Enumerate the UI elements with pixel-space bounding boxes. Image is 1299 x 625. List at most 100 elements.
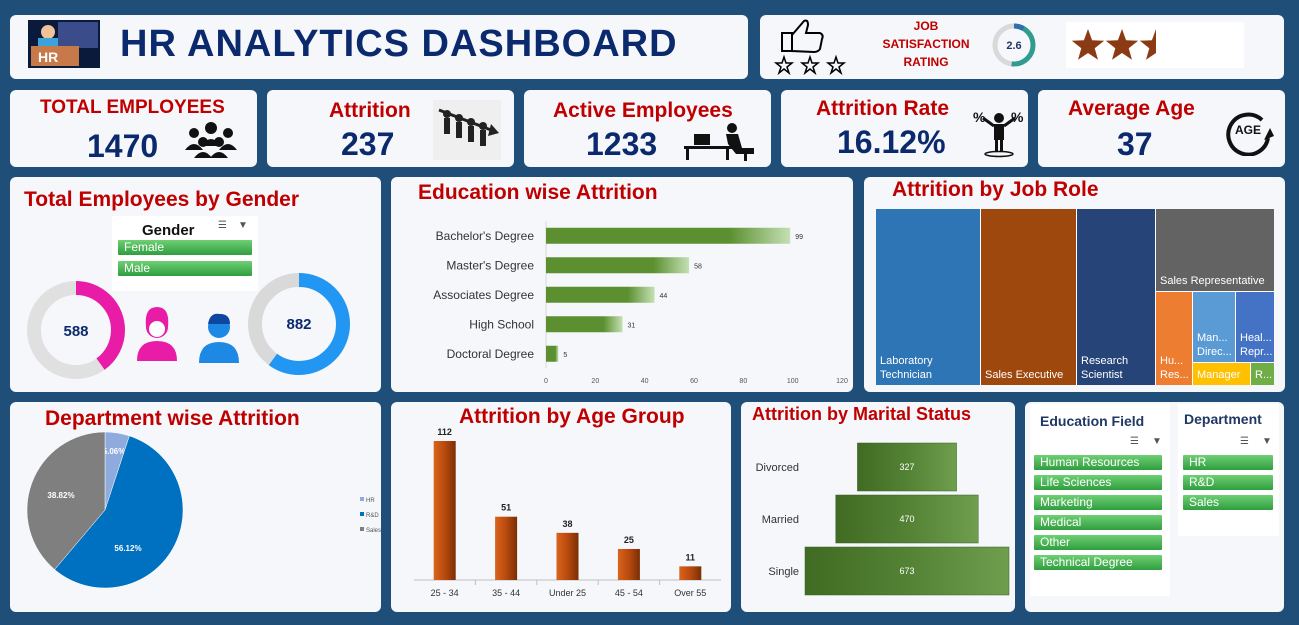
legend-label: R&D bbox=[366, 513, 379, 519]
kpi-attrition-rate-value: 16.12% bbox=[837, 124, 946, 160]
education-field-slicer-item-life-sciences[interactable]: Life Sciences bbox=[1034, 475, 1162, 490]
marital-panel: Attrition by Marital Status 327 Divorced 4… bbox=[741, 402, 1015, 612]
people-group-icon bbox=[185, 122, 237, 158]
clear-filter-icon[interactable]: ▼ bbox=[1262, 436, 1272, 447]
education-category-label: Associates Degree bbox=[433, 288, 534, 302]
job-satisfaction-gauge: 2.6 bbox=[992, 23, 1036, 67]
clear-filter-icon[interactable]: ▼ bbox=[238, 220, 248, 231]
department-slicer-item-sales[interactable]: Sales bbox=[1183, 495, 1273, 510]
treemap-healthcare-representative: Heal... Repr... bbox=[1236, 292, 1274, 362]
age-category-label: Under 25 bbox=[549, 588, 586, 598]
education-field-slicer-item-technical-degree[interactable]: Technical Degree bbox=[1034, 555, 1162, 570]
multi-select-icon[interactable]: ☰ bbox=[1240, 436, 1249, 447]
education-bar-chart: Bachelor's Degree 99 Master's Degree 58 Asso… bbox=[433, 221, 848, 385]
kpi-total-employees-value: 1470 bbox=[87, 128, 159, 164]
pie-value-label: 5.06% bbox=[103, 447, 126, 456]
svg-text:AGE: AGE bbox=[1235, 123, 1261, 137]
education-category-label: Doctoral Degree bbox=[447, 347, 535, 361]
treemap-human-resources: Hu... Res... bbox=[1156, 292, 1192, 385]
age-group-bar-chart: 112 25 - 34 51 35 - 44 38 Under 25 25 45 - 54 11… bbox=[414, 427, 721, 598]
female-count: 588 bbox=[63, 323, 88, 340]
department-slicer-item-hr[interactable]: HR bbox=[1183, 455, 1273, 470]
age-value-label: 11 bbox=[686, 552, 696, 562]
star-rating bbox=[1066, 22, 1244, 68]
kpi-average-age: Average Age 37 AGE bbox=[1038, 90, 1285, 167]
education-x-tick: 0 bbox=[544, 378, 548, 385]
education-bar bbox=[546, 227, 791, 244]
people-leaving-icon bbox=[433, 100, 501, 160]
marital-funnel-chart: 327 Divorced 470 Married 673 Single bbox=[756, 442, 1010, 596]
gender-slicer-header: Gender bbox=[142, 222, 195, 239]
age-bar bbox=[617, 548, 640, 580]
gender-chart-title: Total Employees by Gender bbox=[24, 188, 300, 211]
legend-swatch bbox=[360, 527, 364, 531]
clear-filter-icon[interactable]: ▼ bbox=[1152, 436, 1162, 447]
age-value-label: 25 bbox=[624, 535, 634, 545]
education-bar bbox=[546, 316, 623, 333]
kpi-attrition-rate-label: Attrition Rate bbox=[816, 97, 949, 120]
job-satisfaction-panel: JOB SATISFACTION RATING 2.6 bbox=[760, 15, 1284, 79]
kpi-attrition-rate: Attrition Rate 16.12% % % bbox=[781, 90, 1028, 167]
age-bar bbox=[679, 566, 702, 580]
legend-swatch bbox=[360, 512, 364, 516]
department-slicer: Department ☰ ▼ HR R&D Sales bbox=[1178, 404, 1279, 536]
job-satisfaction-value: 2.6 bbox=[1006, 40, 1021, 52]
treemap-research-scientist: Research Scientist bbox=[1077, 209, 1155, 385]
multi-select-icon[interactable]: ☰ bbox=[1130, 436, 1139, 447]
star-icon bbox=[1105, 29, 1139, 60]
female-donut-arc bbox=[27, 281, 125, 379]
svg-text:%: % bbox=[1011, 109, 1024, 125]
age-category-label: Over 55 bbox=[674, 588, 706, 598]
education-x-tick: 80 bbox=[739, 378, 747, 385]
education-field-slicer-item-human-resources[interactable]: Human Resources bbox=[1034, 455, 1162, 470]
age-value-label: 51 bbox=[501, 503, 511, 513]
education-value-label: 5 bbox=[563, 352, 567, 359]
education-x-tick: 40 bbox=[641, 378, 649, 385]
gender-slicer-female[interactable]: Female bbox=[118, 240, 252, 255]
svg-text:%: % bbox=[973, 109, 986, 125]
education-x-tick: 60 bbox=[690, 378, 698, 385]
department-pie-chart: 5.06% 56.12% 38.82% HR R&D Sales bbox=[26, 431, 381, 589]
gender-slicer: Gender ☰ ▼ Female Male bbox=[112, 216, 258, 291]
funnel-bar bbox=[835, 494, 979, 544]
kpi-total-employees: TOTAL EMPLOYEES 1470 bbox=[10, 90, 257, 167]
female-icon bbox=[137, 307, 177, 361]
pie-slice-rd bbox=[54, 435, 184, 589]
funnel-category-label: Married bbox=[762, 514, 799, 526]
funnel-value-label: 470 bbox=[899, 514, 914, 524]
male-count: 882 bbox=[286, 316, 311, 333]
education-category-label: High School bbox=[469, 317, 534, 331]
age-category-label: 45 - 54 bbox=[615, 588, 643, 598]
department-slicer-header: Department bbox=[1184, 411, 1262, 427]
treemap-sales-executive: Sales Executive bbox=[981, 209, 1076, 385]
slicers-panel: Education Field ☰ ▼ Human Resources Life … bbox=[1025, 402, 1284, 612]
department-slicer-item-r-d[interactable]: R&D bbox=[1183, 475, 1273, 490]
treemap-research-director: R... bbox=[1251, 363, 1274, 385]
hr-logo-icon: HR bbox=[28, 20, 100, 68]
funnel-category-label: Single bbox=[768, 566, 799, 578]
age-icon: AGE bbox=[1226, 112, 1274, 156]
education-x-tick: 100 bbox=[787, 378, 799, 385]
treemap-manager: Manager bbox=[1193, 363, 1250, 385]
education-panel: Education wise Attrition Bachelor's Degr… bbox=[391, 177, 853, 392]
funnel-category-label: Divorced bbox=[756, 462, 799, 474]
pie-value-label: 38.82% bbox=[47, 491, 74, 500]
education-value-label: 44 bbox=[660, 293, 668, 300]
education-field-slicer-item-marketing[interactable]: Marketing bbox=[1034, 495, 1162, 510]
treemap-laboratory-technician: Laboratory Technician bbox=[876, 209, 980, 385]
kpi-attrition-value: 237 bbox=[341, 126, 395, 162]
job-role-treemap: Laboratory Technician Sales Executive Re… bbox=[876, 209, 1274, 385]
kpi-total-employees-label: TOTAL EMPLOYEES bbox=[40, 97, 225, 118]
gender-panel: Total Employees by Gender Gender ☰ ▼ Fem… bbox=[10, 177, 381, 392]
education-field-slicer-item-other[interactable]: Other bbox=[1034, 535, 1162, 550]
multi-select-icon[interactable]: ☰ bbox=[218, 220, 227, 231]
header-title-panel: HR HR ANALYTICS DASHBOARD bbox=[10, 15, 748, 79]
education-field-slicer-item-medical[interactable]: Medical bbox=[1034, 515, 1162, 530]
kpi-attrition-label: Attrition bbox=[329, 99, 411, 122]
job-role-chart-title: Attrition by Job Role bbox=[892, 178, 1099, 201]
education-x-tick: 120 bbox=[836, 378, 848, 385]
age-bar bbox=[495, 516, 518, 580]
funnel-bar bbox=[857, 442, 957, 492]
gender-slicer-male[interactable]: Male bbox=[118, 261, 252, 276]
legend-label: HR bbox=[366, 498, 375, 504]
